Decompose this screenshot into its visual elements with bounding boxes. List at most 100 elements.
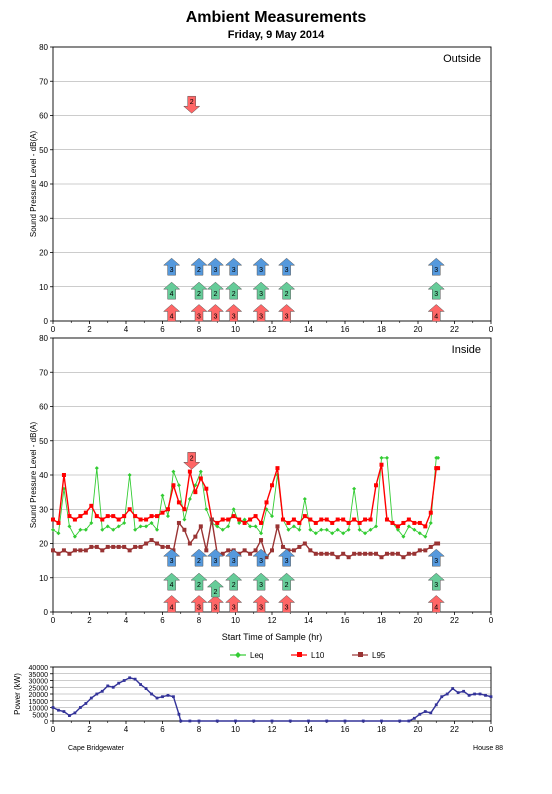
marker-label: 2 [190, 455, 194, 462]
marker-arrow-green [427, 572, 445, 591]
legend-label: L10 [311, 651, 325, 660]
data-point-leq [176, 483, 181, 488]
y-axis-label: Sound Pressure Level - dB(A) [29, 422, 38, 529]
x-tick-label: 18 [377, 725, 386, 734]
marker-label: 2 [232, 582, 236, 589]
y-tick-label: 5000 [32, 712, 48, 719]
x-tick-label: 10 [231, 616, 240, 625]
data-point-l10 [280, 517, 285, 522]
data-point-power [484, 693, 487, 697]
x-tick-label: 16 [341, 616, 350, 625]
y-tick-label: 40 [39, 471, 48, 480]
data-point-l95 [423, 548, 428, 553]
data-point-leq [231, 507, 236, 512]
data-point-l10 [149, 514, 154, 519]
marker-label: 2 [190, 99, 194, 106]
marker-arrow-red [206, 595, 225, 613]
data-point-power [89, 696, 93, 700]
data-point-leq [374, 524, 379, 529]
marker-label: 2 [197, 291, 201, 298]
data-point-l10 [395, 524, 400, 529]
x-tick-label: 0 [51, 616, 56, 625]
data-point-leq [89, 520, 94, 525]
data-point-leq [144, 524, 149, 529]
data-point-l95 [275, 524, 280, 529]
data-point-l95 [78, 548, 83, 553]
data-point-l10 [363, 517, 368, 522]
y-tick-label: 10 [39, 283, 48, 292]
marker-label: 2 [232, 291, 236, 298]
data-point-l95 [105, 544, 110, 549]
data-point-power [111, 685, 115, 689]
data-point-power [106, 684, 110, 688]
x-tick-label: 0 [489, 325, 494, 334]
marker-arrow-red [225, 304, 243, 322]
plot-frame [52, 46, 492, 322]
data-point-leq [379, 455, 384, 460]
data-point-power [478, 692, 482, 696]
marker-arrow-red [206, 304, 225, 322]
marker-arrow-blue [190, 257, 208, 276]
y-tick-label: 0 [44, 719, 48, 726]
y-tick-label: 50 [39, 437, 48, 446]
data-point-l95 [319, 551, 324, 556]
data-point-l95 [406, 551, 411, 556]
data-point-leq [198, 469, 203, 474]
data-point-l10 [171, 483, 176, 488]
x-tick-label: 4 [124, 725, 129, 734]
data-point-l95 [144, 541, 149, 546]
marker-arrow-red [190, 304, 208, 322]
data-point-leq [94, 466, 99, 471]
data-point-leq [270, 514, 274, 519]
y-tick-label: 30 [39, 214, 48, 223]
data-point-l10 [374, 483, 379, 488]
data-point-leq [100, 527, 105, 532]
data-point-power [100, 689, 104, 693]
data-point-l10 [226, 517, 231, 522]
y-tick-label: 20 [39, 249, 48, 258]
data-point-power [177, 712, 181, 716]
marker-label: 2 [197, 582, 201, 589]
data-point-l10 [308, 517, 313, 522]
marker-label: 4 [170, 291, 174, 298]
data-point-l95 [111, 544, 116, 549]
y-tick-label: 25000 [29, 685, 49, 692]
data-point-power [128, 676, 132, 680]
data-point-l95 [149, 538, 154, 543]
y-axis-label: Sound Pressure Level - dB(A) [29, 131, 38, 238]
data-point-leq [357, 527, 362, 532]
marker-label: 4 [170, 604, 174, 611]
y-tick-label: 35000 [29, 672, 49, 679]
data-point-leq [182, 517, 187, 522]
x-tick-label: 14 [304, 325, 313, 334]
data-point-power [380, 719, 383, 723]
data-point-l10 [127, 507, 132, 512]
data-point-leq [253, 524, 258, 529]
data-point-leq [149, 520, 154, 525]
data-point-leq [242, 517, 247, 522]
data-point-l95 [72, 548, 77, 553]
marker-arrow-blue [427, 257, 445, 276]
data-point-power [172, 695, 175, 699]
data-point-l10 [401, 520, 406, 525]
data-point-l10 [67, 514, 72, 519]
data-point-l10 [352, 517, 357, 522]
x-tick-label: 2 [87, 325, 92, 334]
data-point-l10 [259, 520, 264, 525]
data-point-l10 [51, 517, 55, 522]
data-point-leq [237, 520, 242, 525]
data-point-l95 [436, 541, 441, 546]
marker-label: 3 [170, 558, 174, 565]
data-point-l95 [297, 544, 302, 549]
x-tick-label: 6 [160, 725, 165, 734]
marker-arrow-blue [277, 257, 296, 276]
data-point-l10 [165, 507, 170, 512]
data-point-l10 [144, 517, 149, 522]
data-point-l95 [242, 548, 247, 553]
data-point-power [139, 683, 142, 686]
data-point-l95 [204, 548, 209, 553]
x-tick-label: 0 [51, 325, 56, 334]
x-tick-label: 20 [414, 616, 423, 625]
legend-swatch-marker [235, 652, 241, 658]
x-tick-label: 8 [197, 725, 202, 734]
